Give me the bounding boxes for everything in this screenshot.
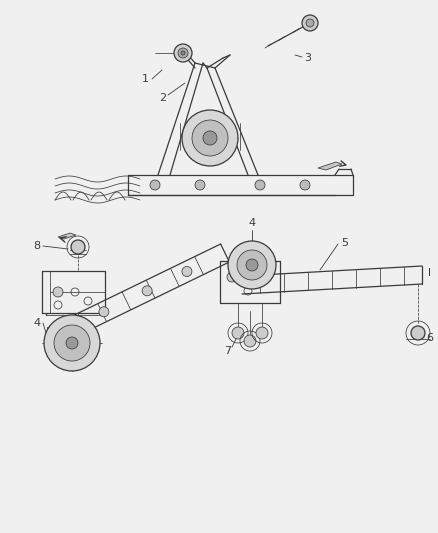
Circle shape: [246, 259, 258, 271]
Circle shape: [227, 272, 237, 282]
Text: 3: 3: [304, 53, 311, 63]
Circle shape: [150, 180, 160, 190]
Circle shape: [142, 286, 152, 296]
Text: 5: 5: [342, 238, 349, 248]
Text: 8: 8: [33, 241, 41, 251]
Circle shape: [182, 110, 238, 166]
Circle shape: [181, 51, 185, 55]
Circle shape: [244, 335, 256, 347]
Circle shape: [182, 266, 192, 277]
Circle shape: [203, 131, 217, 145]
Circle shape: [192, 120, 228, 156]
Circle shape: [44, 315, 100, 371]
Polygon shape: [58, 233, 76, 239]
Text: l: l: [428, 268, 431, 278]
Polygon shape: [318, 162, 342, 170]
Circle shape: [302, 15, 318, 31]
Circle shape: [71, 240, 85, 254]
Circle shape: [255, 180, 265, 190]
Circle shape: [237, 250, 267, 280]
Circle shape: [54, 325, 90, 361]
Text: 1: 1: [141, 74, 148, 84]
Text: 4: 4: [33, 318, 41, 328]
Text: 6: 6: [427, 333, 434, 343]
Circle shape: [66, 337, 78, 349]
Circle shape: [195, 180, 205, 190]
Circle shape: [178, 48, 188, 58]
Circle shape: [228, 241, 276, 289]
Circle shape: [99, 307, 109, 317]
Circle shape: [306, 19, 314, 27]
Text: 4: 4: [248, 218, 255, 228]
Circle shape: [174, 44, 192, 62]
Circle shape: [256, 327, 268, 339]
Text: 2: 2: [159, 93, 166, 103]
Circle shape: [300, 180, 310, 190]
Circle shape: [232, 327, 244, 339]
Circle shape: [411, 326, 425, 340]
Text: 7: 7: [224, 346, 232, 356]
Circle shape: [53, 287, 63, 297]
